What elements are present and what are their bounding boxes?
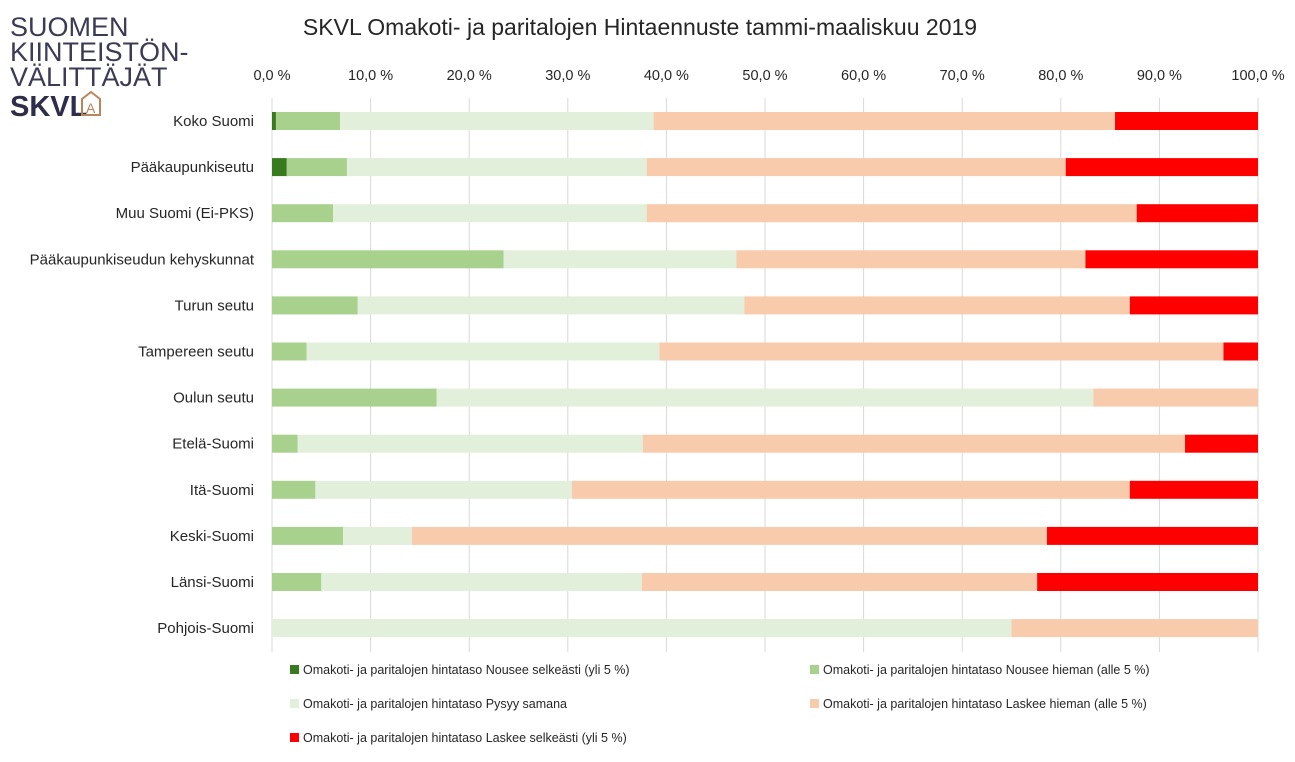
bar-segment xyxy=(342,526,413,545)
category-label: Pääkaupunkiseutu xyxy=(131,159,254,176)
bar-segment xyxy=(653,112,1116,130)
category-label: Keski-Suomi xyxy=(170,528,254,545)
bar-segment xyxy=(272,573,322,591)
legend-entry: Omakoti- ja paritalojen hintataso Nousee… xyxy=(303,663,630,677)
bar-segment xyxy=(646,204,1137,223)
x-axis-ticks: 0,0 % 10,0 % 20,0 % 30,0 % 40,0 % 50,0 % 60,0 … xyxy=(253,68,1284,84)
bar-segment xyxy=(659,342,1224,361)
category-label: Etelä-Suomi xyxy=(172,436,254,453)
legend-swatch xyxy=(810,665,819,674)
bar-segment xyxy=(333,204,647,223)
legend-swatch xyxy=(290,699,299,708)
x-tick-label: 50,0 % xyxy=(742,68,787,84)
bar-segment xyxy=(357,296,745,315)
gridlines xyxy=(271,98,1259,652)
legend-swatch xyxy=(290,665,299,674)
bar-segment xyxy=(1093,388,1258,407)
category-label: Länsi-Suomi xyxy=(171,574,254,591)
bar-segment xyxy=(1037,573,1258,591)
logo-line-2: KIINTEISTÖN- xyxy=(10,37,189,67)
legend: Omakoti- ja paritalojen hintataso Nousee… xyxy=(290,663,1150,745)
bar-segment xyxy=(1046,526,1258,545)
logo-line-4: SKVL xyxy=(10,91,87,122)
bar-segment xyxy=(1085,250,1258,269)
logo-line-1: SUOMEN xyxy=(10,12,129,42)
bar-segment xyxy=(1065,158,1258,177)
x-tick-label: 0,0 % xyxy=(253,68,290,84)
bar-segment xyxy=(286,158,347,177)
bars xyxy=(272,112,1258,638)
bar-segment xyxy=(1136,204,1258,223)
legend-entry: Omakoti- ja paritalojen hintataso Laskee… xyxy=(823,697,1147,711)
bar-segment xyxy=(1185,434,1258,453)
bar-segment xyxy=(297,434,643,453)
bar-segment xyxy=(272,158,287,177)
bar-segment xyxy=(272,250,504,269)
bar-segment xyxy=(272,342,307,361)
skvl-logo: SUOMEN KIINTEISTÖN- VÄLITTÄJÄT SKVL A xyxy=(8,10,198,123)
category-label: Oulun seutu xyxy=(173,390,254,407)
bar-segment xyxy=(1129,296,1258,315)
bar-segment xyxy=(412,526,1047,545)
bar-segment xyxy=(744,296,1130,315)
x-tick-label: 10,0 % xyxy=(348,68,393,84)
bar-segment xyxy=(272,480,316,499)
skvl-logo-graphic: SUOMEN KIINTEISTÖN- VÄLITTÄJÄT SKVL A xyxy=(10,12,189,123)
bar-segment xyxy=(736,250,1086,269)
logo-line-3: VÄLITTÄJÄT xyxy=(10,62,168,92)
bar-segment xyxy=(641,573,1038,591)
bar-segment xyxy=(1129,480,1258,499)
x-tick-label: 70,0 % xyxy=(940,68,985,84)
x-tick-label: 60,0 % xyxy=(841,68,886,84)
bar-segment xyxy=(1223,342,1258,361)
bar-segment xyxy=(272,619,1012,638)
legend-entry: Omakoti- ja paritalojen hintataso Pysyy … xyxy=(303,697,567,711)
category-labels: Koko Suomi Pääkaupunkiseutu Muu Suomi (Ei-… xyxy=(30,113,255,637)
bar-segment xyxy=(571,480,1130,499)
bar-segment xyxy=(346,158,647,177)
legend-swatch xyxy=(290,733,299,742)
category-label: Muu Suomi (Ei-PKS) xyxy=(116,205,254,222)
bar-segment xyxy=(272,388,437,407)
logo-mark-letter: A xyxy=(86,100,96,116)
bar-segment xyxy=(321,573,642,591)
house-mark-icon: A xyxy=(81,90,101,116)
category-label: Pohjois-Suomi xyxy=(157,620,254,637)
bar-segment xyxy=(275,112,341,130)
x-tick-label: 90,0 % xyxy=(1137,68,1182,84)
bar-segment xyxy=(642,434,1186,453)
category-label: Turun seutu xyxy=(175,297,255,314)
bar-segment xyxy=(272,296,358,315)
bar-segment xyxy=(436,388,1094,407)
category-label: Koko Suomi xyxy=(173,113,254,130)
bar-segment xyxy=(1115,112,1258,130)
x-tick-label: 100,0 % xyxy=(1231,68,1284,84)
bar-segment xyxy=(272,526,343,545)
x-tick-label: 80,0 % xyxy=(1038,68,1083,84)
bar-segment xyxy=(306,342,660,361)
legend-entry: Omakoti- ja paritalojen hintataso Nousee… xyxy=(823,663,1150,677)
bar-segment xyxy=(272,204,334,223)
legend-swatch xyxy=(810,699,819,708)
category-label: Itä-Suomi xyxy=(190,482,254,499)
bar-segment xyxy=(503,250,737,269)
bar-segment xyxy=(340,112,654,130)
bar-segment xyxy=(272,112,276,130)
x-tick-label: 40,0 % xyxy=(644,68,689,84)
bar-segment xyxy=(646,158,1066,177)
chart-title: SKVL Omakoti- ja paritalojen Hintaennust… xyxy=(302,14,978,40)
bar-segment xyxy=(1011,619,1258,638)
bar-segment xyxy=(315,480,572,499)
legend-entry: Omakoti- ja paritalojen hintataso Laskee… xyxy=(303,731,627,745)
bar-segment xyxy=(272,434,298,453)
category-label: Tampereen seutu xyxy=(138,344,254,361)
category-label: Pääkaupunkiseudun kehyskunnat xyxy=(30,251,255,268)
x-tick-label: 20,0 % xyxy=(447,68,492,84)
x-tick-label: 30,0 % xyxy=(545,68,590,84)
